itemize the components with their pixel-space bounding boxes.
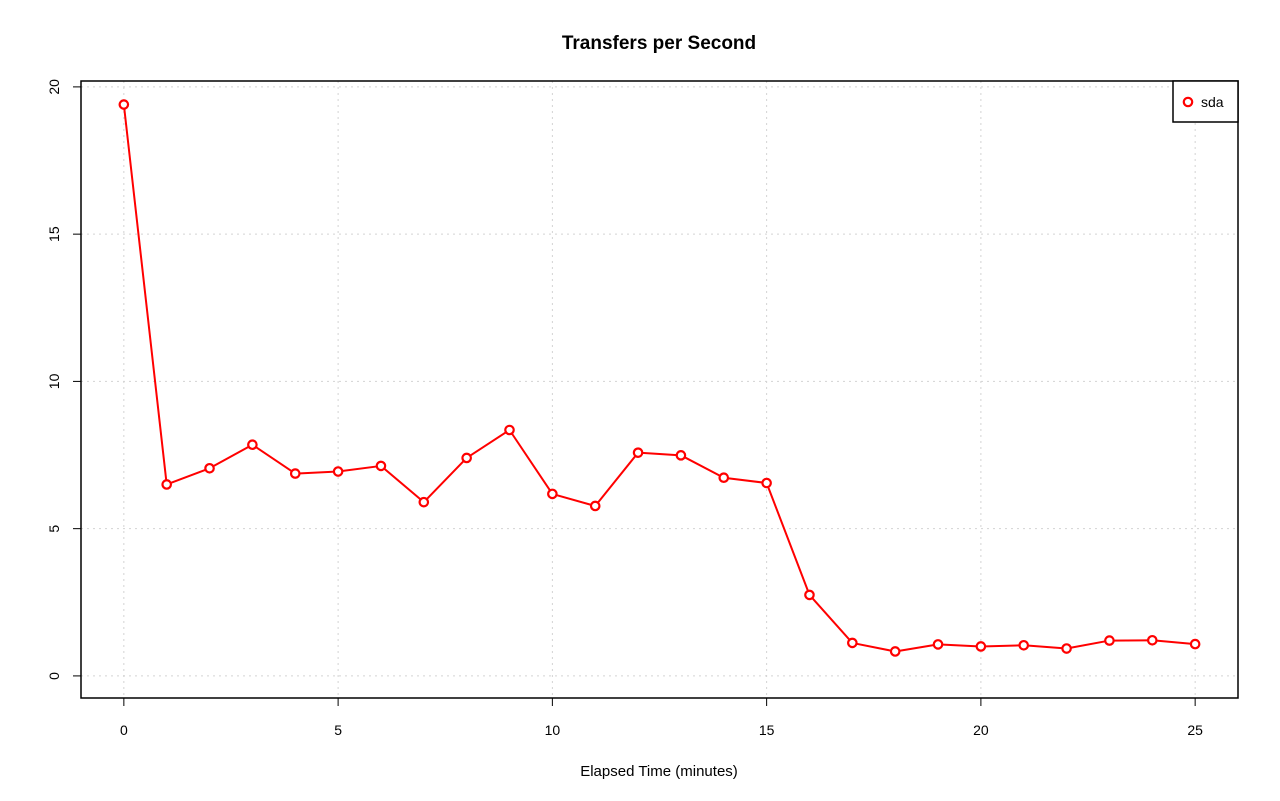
x-tick-label: 25 [1187, 722, 1203, 738]
data-point [632, 447, 644, 458]
data-point [418, 496, 430, 508]
x-tick-label: 20 [973, 722, 989, 738]
legend: sda [1172, 80, 1239, 123]
legend-label: sda [1201, 94, 1224, 110]
data-point [761, 477, 772, 489]
legend-marker [1182, 96, 1194, 108]
data-point [932, 639, 944, 650]
data-point [375, 460, 387, 472]
x-tick-label: 15 [759, 722, 775, 738]
grid-lines [81, 81, 1238, 698]
data-point [547, 488, 558, 500]
data-point [1146, 634, 1158, 646]
x-tick-label: 10 [545, 722, 561, 738]
data-point [804, 589, 815, 601]
data-point [1061, 643, 1072, 654]
data-point [1189, 638, 1201, 650]
x-tick-label: 5 [334, 722, 342, 738]
y-tick-label: 20 [46, 79, 62, 95]
y-tick-label: 15 [46, 226, 62, 242]
y-tick-label: 0 [46, 672, 62, 680]
series-lines [118, 99, 1201, 657]
data-point [461, 452, 472, 464]
data-point [847, 637, 858, 649]
plot-frame [80, 80, 1239, 699]
data-point [504, 424, 515, 436]
data-point [1018, 639, 1030, 651]
series-line-sda [122, 104, 1196, 653]
chart-title: Transfers per Second [562, 33, 756, 54]
data-point [204, 462, 215, 474]
data-point [975, 641, 987, 652]
x-tick-label: 0 [120, 722, 128, 738]
data-point [589, 500, 601, 512]
y-tick-label: 10 [46, 373, 62, 389]
data-point [118, 99, 130, 110]
data-point [289, 468, 301, 479]
data-point [247, 439, 258, 451]
data-point [889, 646, 901, 657]
y-tick-label: 5 [46, 525, 62, 533]
x-axis-label: Elapsed Time (minutes) [580, 763, 738, 780]
data-point [332, 466, 344, 477]
data-point [718, 472, 730, 484]
data-point [675, 450, 687, 461]
axes: 0 5 10 15 20 25 0 5 10 15 20 [46, 79, 1239, 738]
data-point [161, 479, 173, 490]
data-point [1104, 635, 1115, 646]
